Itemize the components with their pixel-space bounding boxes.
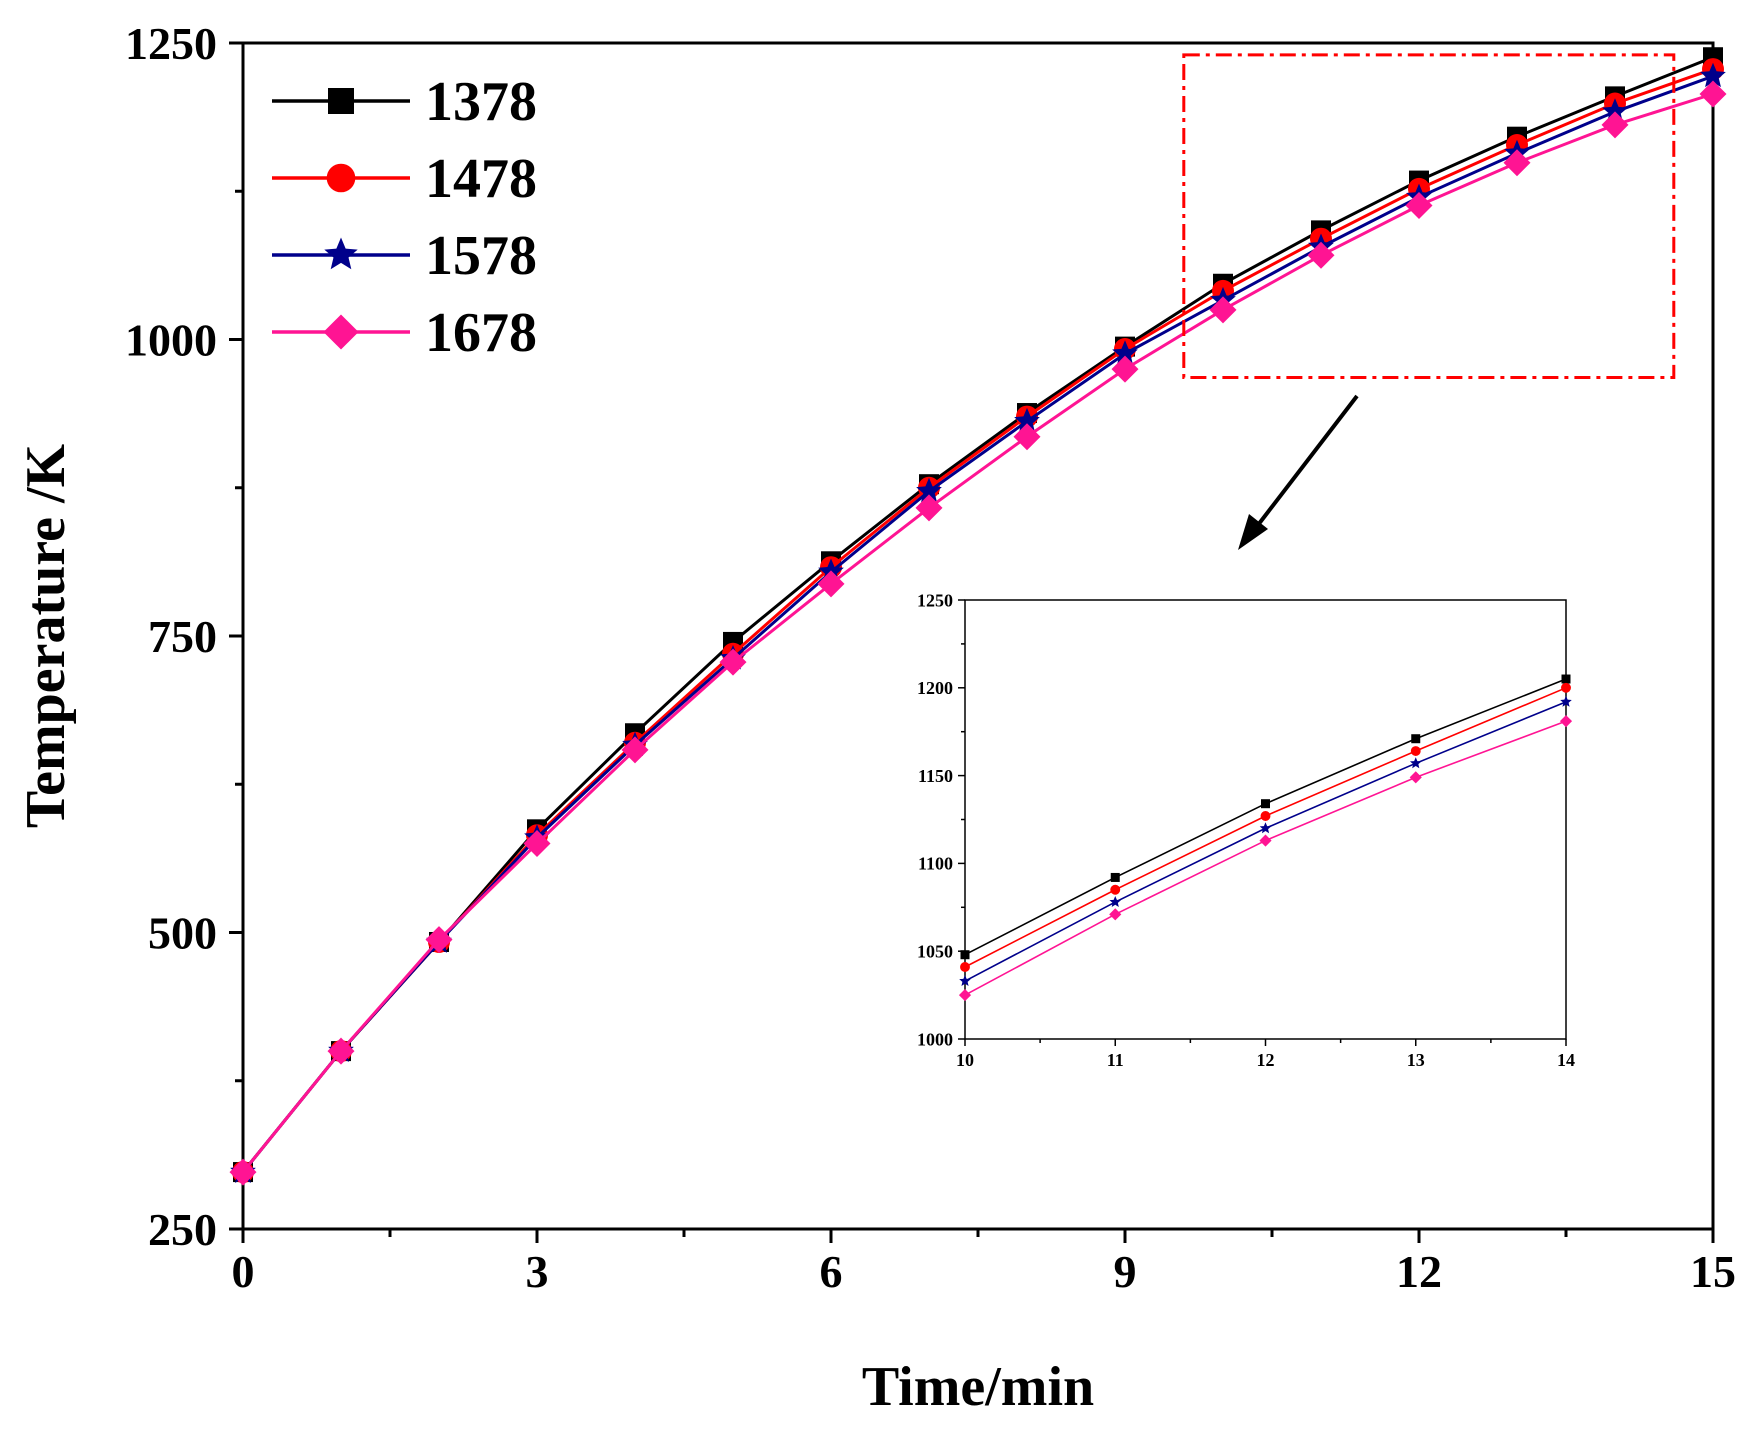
y-tick-label: 500 — [148, 908, 217, 959]
y-tick-label: 1250 — [125, 18, 217, 69]
data-point-1678 — [425, 926, 453, 954]
x-tick-label: 6 — [820, 1246, 843, 1297]
inset-y-tick-label: 1100 — [918, 854, 953, 874]
y-tick-label: 750 — [148, 611, 217, 662]
x-tick-label: 15 — [1690, 1246, 1736, 1297]
data-point-1678 — [229, 1158, 257, 1186]
main-plot: 0 3 6 9 12 15 250 500 750 1000 1250 — [125, 18, 1736, 1297]
data-point-1678 — [1503, 149, 1531, 177]
data-point-1678 — [719, 648, 747, 676]
legend: 1378 1478 1578 1678 — [272, 71, 537, 364]
inset-data-point-1578 — [1109, 895, 1122, 907]
inset-data-point-1478 — [960, 962, 970, 972]
legend-label-1578: 1578 — [425, 225, 537, 287]
data-point-1678 — [1601, 111, 1629, 139]
inset-data-point-1678 — [1409, 771, 1422, 784]
data-point-1678 — [915, 494, 943, 522]
inset-y-tick-label: 1150 — [918, 766, 953, 786]
data-point-1678 — [1013, 423, 1041, 451]
inset-data-point-1378 — [960, 950, 970, 960]
y-tick-label: 250 — [148, 1204, 217, 1255]
inset-y-tick-label: 1000 — [917, 1029, 953, 1049]
inset-data-point-1578 — [1259, 822, 1272, 834]
x-tick-label: 12 — [1396, 1246, 1442, 1297]
inset-data-point-1478 — [1110, 884, 1121, 895]
data-point-1678 — [1307, 241, 1335, 269]
data-point-1578 — [916, 477, 942, 503]
inset-plot: 10 11 12 13 14 1000 1050 1100 1150 1200 1250 — [917, 590, 1575, 1070]
data-point-1578 — [1700, 62, 1726, 88]
y-tick-label: 1000 — [125, 315, 217, 366]
legend-marker-1378 — [328, 88, 354, 114]
zoom-box — [1182, 53, 1676, 379]
data-point-1678 — [621, 736, 649, 764]
zoom-arrow-head — [1238, 514, 1268, 550]
inset-data-point-1678 — [1259, 834, 1272, 847]
inset-data-point-1578 — [1560, 695, 1572, 707]
data-point-1578 — [1112, 340, 1138, 365]
inset-x-tick-label: 11 — [1107, 1050, 1124, 1070]
data-point-1678 — [1111, 355, 1139, 383]
inset-data-point-1378 — [1561, 674, 1571, 684]
x-tick-label: 0 — [232, 1246, 255, 1297]
inset-data-point-1578 — [959, 974, 971, 986]
data-point-1678 — [1405, 191, 1433, 219]
legend-label-1478: 1478 — [425, 148, 537, 210]
legend-label-1678: 1678 — [425, 302, 537, 364]
inset-data-point-1678 — [1109, 908, 1122, 921]
legend-marker-1678 — [323, 314, 359, 350]
legend-marker-1478 — [326, 163, 356, 193]
legend-marker-1578 — [324, 237, 358, 270]
legend-label-1378: 1378 — [425, 71, 537, 133]
data-point-1678 — [523, 830, 551, 858]
inset-y-tick-label: 1050 — [917, 942, 953, 962]
series-line-1678 — [241, 92, 1714, 1174]
inset-x-tick-label: 14 — [1557, 1050, 1575, 1070]
inset-data-point-1378 — [1110, 872, 1120, 882]
inset-y-tick-label: 1250 — [917, 590, 953, 610]
inset-data-point-1478 — [1260, 811, 1271, 821]
inset-data-point-1378 — [1261, 799, 1270, 809]
inset-data-point-1678 — [958, 989, 972, 1002]
y-axis-title: Temperature /K — [15, 443, 77, 828]
inset-x-tick-label: 13 — [1407, 1050, 1425, 1070]
data-point-1678 — [1209, 296, 1237, 324]
inset-data-point-1578 — [1409, 757, 1422, 769]
series-line-1378 — [241, 55, 1714, 1174]
zoom-arrow — [1238, 394, 1359, 550]
data-point-1578 — [1014, 407, 1040, 433]
data-point-1578 — [1602, 98, 1628, 123]
data-point-1678 — [817, 570, 845, 598]
data-point-1678 — [1699, 80, 1727, 108]
inset-data-point-1678 — [1559, 715, 1573, 728]
zoom-arrow-shaft — [1256, 394, 1359, 527]
inset-data-point-1478 — [1561, 682, 1571, 693]
inset-x-tick-label: 12 — [1257, 1050, 1275, 1070]
data-point-1678 — [327, 1037, 355, 1065]
inset-data-point-1378 — [1411, 734, 1421, 744]
x-axis-title: Time/min — [862, 1356, 1094, 1418]
x-tick-label: 3 — [526, 1246, 549, 1297]
x-tick-label: 9 — [1114, 1246, 1137, 1297]
inset-x-tick-label: 10 — [956, 1050, 974, 1070]
inset-y-tick-label: 1200 — [917, 678, 953, 698]
inset-data-point-1478 — [1410, 746, 1421, 756]
